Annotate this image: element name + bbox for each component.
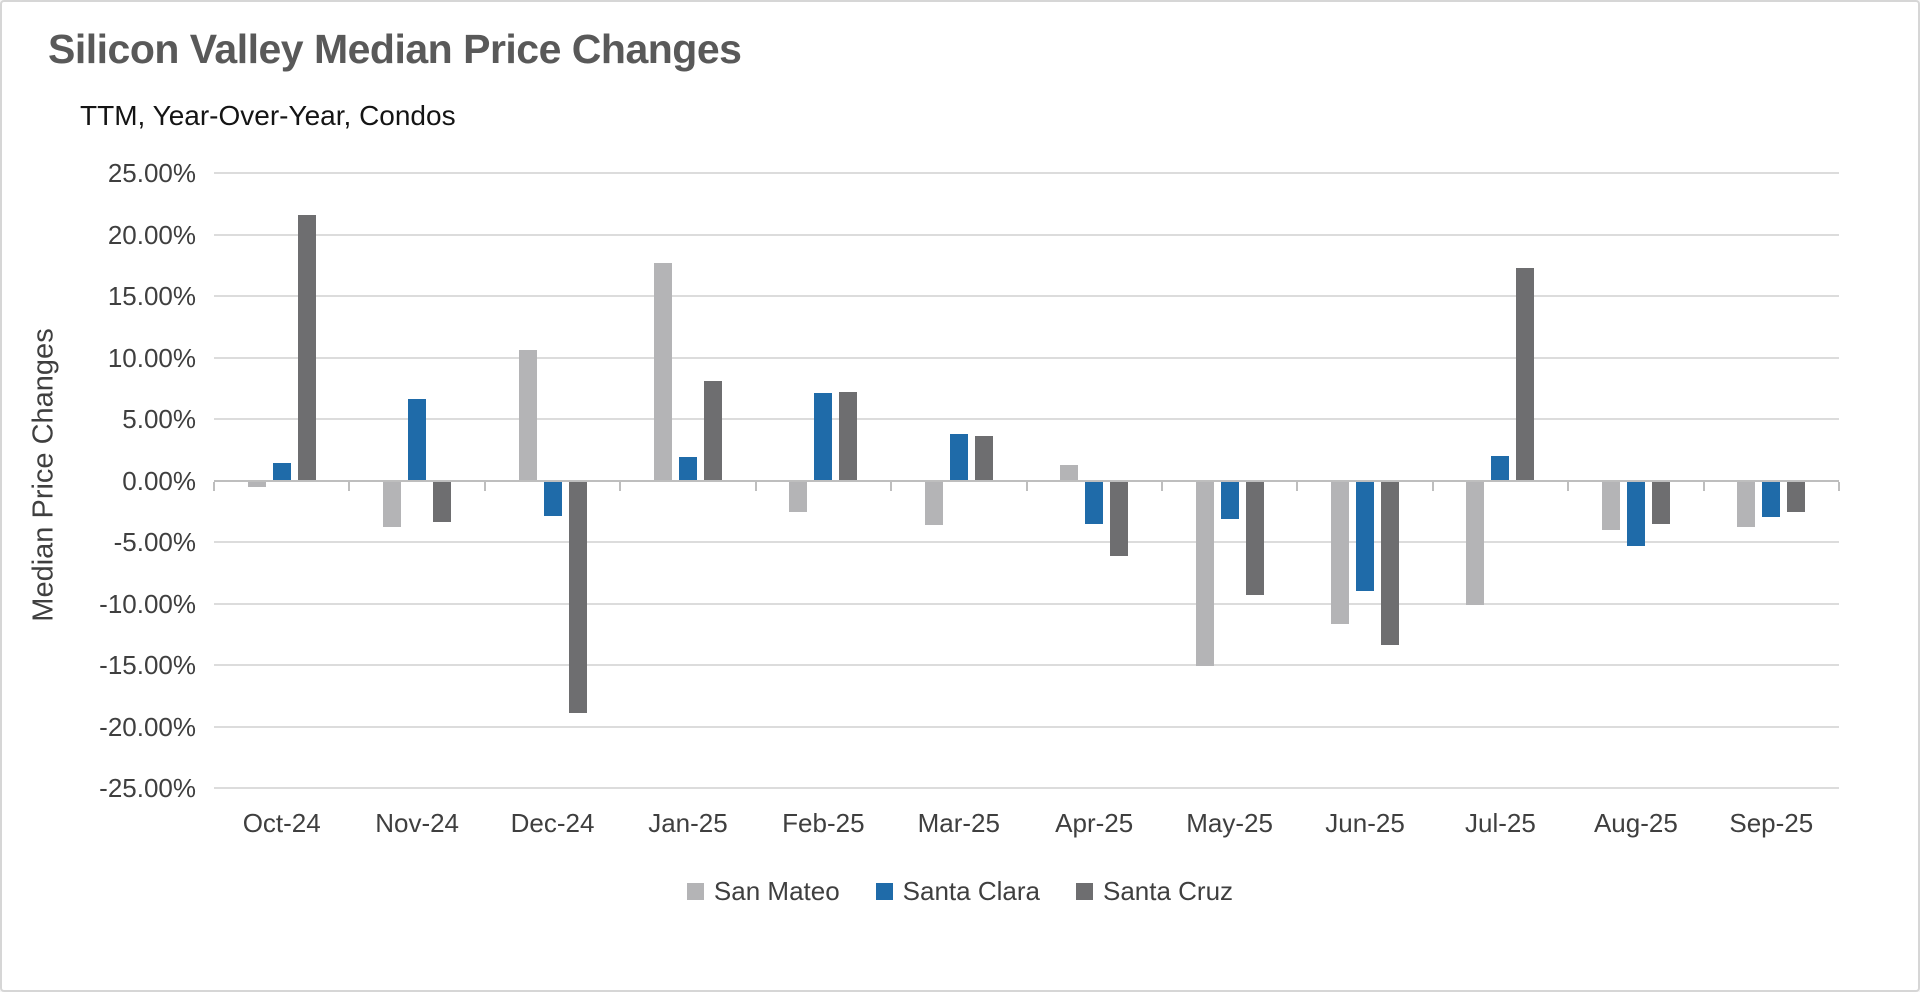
y-tick-label--15pct: -15.00% [99,650,196,680]
bar-santa-clara-jun-25 [1356,480,1375,592]
gridline-15pct [214,295,1839,297]
legend-swatch-san-mateo [686,883,704,900]
bar-san-mateo-jun-25 [1331,480,1350,625]
bar-santa-clara-may-25 [1220,480,1239,519]
bar-santa-clara-feb-25 [814,393,833,481]
y-tick-label-25pct: 25.00% [107,158,196,188]
x-tick-label-dec-24: Dec-24 [510,808,595,838]
bar-san-mateo-oct-24 [247,480,266,487]
legend-swatch-santa-clara [875,883,893,900]
bar-san-mateo-jan-25 [653,262,672,481]
x-tick-label-nov-24: Nov-24 [375,808,460,838]
x-tick-label-feb-25: Feb-25 [782,808,865,838]
legend-label: Santa Clara [902,876,1040,906]
x-tick-label-aug-25: Aug-25 [1593,808,1678,838]
bar-santa-clara-mar-25 [949,433,968,481]
y-tick-label--10pct: -10.00% [99,588,196,619]
x-axis-tick-5 [890,481,893,491]
bar-santa-cruz-apr-25 [1110,480,1129,556]
legend: San Mateo Santa Clara Santa Cruz [2,876,1918,907]
bar-san-mateo-may-25 [1195,480,1214,667]
y-tick-label-20pct: 20.00% [107,219,196,250]
bar-santa-clara-dec-24 [543,480,562,517]
x-axis-tick-3 [619,481,622,491]
gridline-10pct [214,356,1839,359]
bar-santa-clara-jan-25 [678,457,697,481]
x-axis-tick-1 [348,481,351,491]
bar-san-mateo-dec-24 [518,350,537,481]
gridline--5pct [214,541,1839,543]
gridline--20pct [214,725,1839,728]
x-axis-tick-12 [1838,481,1840,491]
bar-santa-cruz-jul-25 [1516,267,1535,481]
x-tick-label-may-25: May-25 [1186,808,1273,838]
y-tick-label-0pct: 0.00% [122,465,196,496]
bar-santa-cruz-jun-25 [1381,480,1400,646]
x-axis-tick-2 [483,481,486,491]
bar-san-mateo-sep-25 [1737,480,1756,528]
bar-san-mateo-feb-25 [789,480,808,513]
bar-santa-clara-nov-24 [408,399,427,481]
bar-san-mateo-jul-25 [1466,480,1485,605]
y-tick-label--25pct: -25.00% [99,773,196,803]
x-tick-label-sep-25: Sep-25 [1729,808,1814,838]
x-tick-label-mar-25: Mar-25 [917,808,1000,838]
bar-santa-cruz-mar-25 [974,436,993,481]
x-axis-tick-4 [754,481,757,491]
x-axis-tick-7 [1160,481,1163,491]
bar-santa-cruz-sep-25 [1787,480,1806,513]
gridline-25pct [214,172,1839,174]
x-axis-tick-0 [213,481,215,491]
x-axis-tick-6 [1025,481,1028,491]
bar-san-mateo-apr-25 [1060,464,1079,481]
x-axis-tick-9 [1431,481,1434,491]
x-axis-tick-8 [1296,481,1299,491]
y-tick-label--20pct: -20.00% [99,711,196,742]
legend-item-santa-cruz: Santa Cruz [1075,876,1234,907]
bar-santa-clara-oct-24 [272,463,291,481]
bar-santa-clara-jul-25 [1491,455,1510,481]
gridline--15pct [214,664,1839,666]
bar-san-mateo-nov-24 [383,480,402,528]
x-tick-label-jan-25: Jan-25 [648,808,728,838]
x-tick-label-jun-25: Jun-25 [1325,808,1405,838]
x-axis-tick-10 [1567,481,1570,491]
bar-santa-clara-apr-25 [1085,480,1104,524]
gridline--10pct [214,602,1839,605]
x-axis-line [214,479,1839,482]
x-tick-label-jul-25: Jul-25 [1465,808,1536,838]
legend-label: San Mateo [713,876,840,906]
bar-santa-cruz-dec-24 [568,480,587,713]
legend-label: Santa Cruz [1102,876,1234,906]
gridline-5pct [214,418,1839,420]
x-tick-label-oct-24: Oct-24 [242,808,321,838]
bar-santa-cruz-nov-24 [433,480,452,523]
x-axis-tick-11 [1702,481,1705,491]
bar-santa-cruz-jan-25 [703,380,722,481]
gridline--25pct [214,787,1839,789]
y-tick-label--5pct: -5.00% [113,527,196,557]
bar-santa-cruz-aug-25 [1651,480,1670,524]
chart-subtitle: TTM, Year-Over-Year, Condos [80,100,456,131]
bar-santa-clara-aug-25 [1626,480,1645,546]
legend-item-san-mateo: San Mateo [686,876,840,907]
bar-santa-cruz-oct-24 [297,214,316,481]
y-tick-label-15pct: 15.00% [107,281,196,311]
legend-swatch-santa-cruz [1075,883,1093,900]
bar-santa-cruz-may-25 [1245,480,1264,595]
gridline-20pct [214,233,1839,236]
bar-santa-clara-sep-25 [1762,480,1781,518]
bar-santa-cruz-feb-25 [839,391,858,481]
y-tick-label-5pct: 5.00% [122,404,196,434]
y-tick-label-10pct: 10.00% [107,342,196,373]
legend-item-santa-clara: Santa Clara [875,876,1040,907]
bar-san-mateo-aug-25 [1601,480,1620,530]
chart-title: Silicon Valley Median Price Changes [48,26,742,72]
bar-san-mateo-mar-25 [924,480,943,525]
x-tick-label-apr-25: Apr-25 [1055,808,1134,838]
